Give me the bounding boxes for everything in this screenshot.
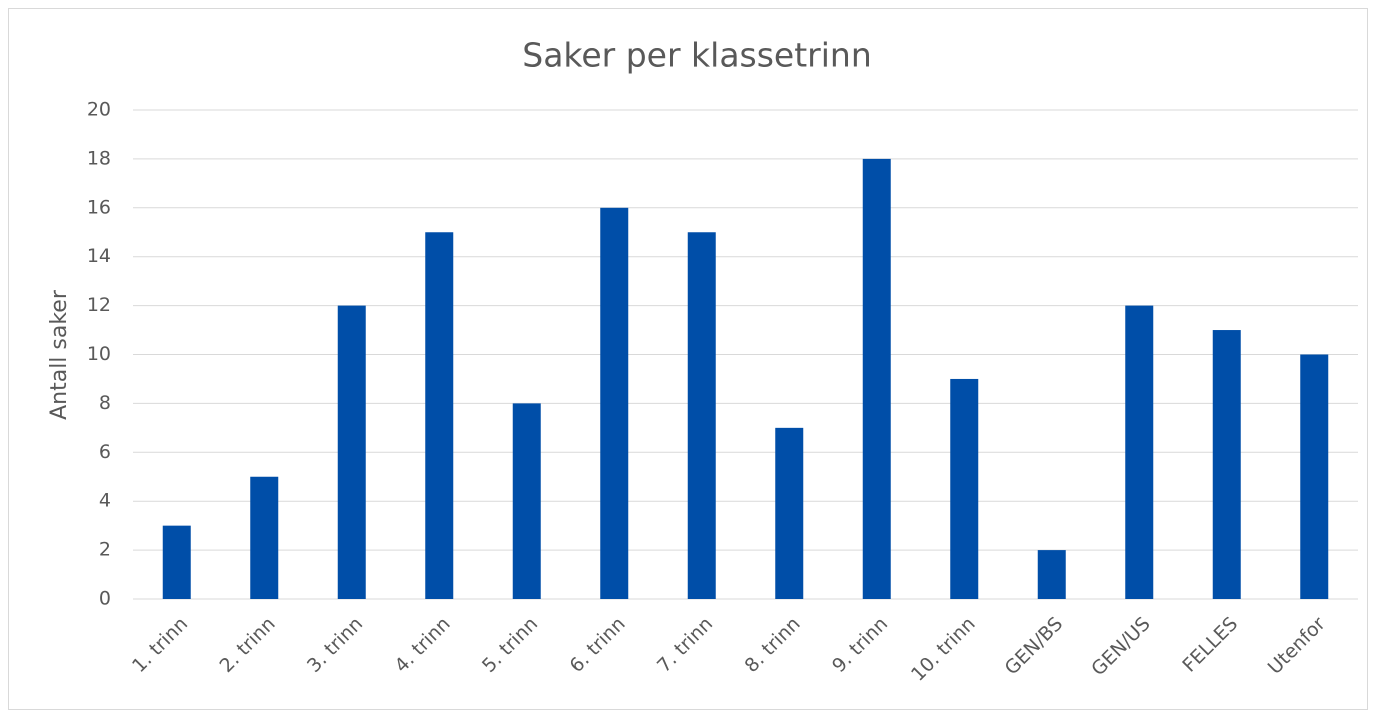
y-tick-label: 10 [87, 343, 111, 365]
bar [600, 207, 629, 600]
y-tick-label: 8 [99, 392, 111, 414]
y-tick-label: 14 [87, 245, 111, 267]
y-axis-label: Antall saker [47, 289, 72, 420]
bar [775, 427, 804, 599]
bar [1300, 354, 1329, 599]
y-tick-label: 2 [99, 539, 111, 561]
y-tick-label: 20 [87, 99, 111, 121]
y-tick-label: 12 [87, 294, 111, 316]
y-tick-label: 4 [99, 490, 111, 512]
bar [1037, 550, 1066, 599]
bar [687, 232, 716, 599]
y-tick-label: 6 [99, 441, 111, 463]
y-tick-label: 16 [87, 196, 111, 218]
bar [862, 158, 891, 599]
bar [425, 232, 454, 599]
bar [1212, 330, 1241, 599]
bar [337, 305, 366, 599]
y-tick-label: 18 [87, 147, 111, 169]
bar [250, 476, 279, 599]
bar [162, 525, 191, 599]
bar [1125, 305, 1154, 599]
bar [512, 403, 541, 599]
y-tick-label: 0 [99, 588, 111, 610]
chart-title: Saker per klassetrinn [522, 36, 871, 75]
bar [950, 378, 979, 599]
